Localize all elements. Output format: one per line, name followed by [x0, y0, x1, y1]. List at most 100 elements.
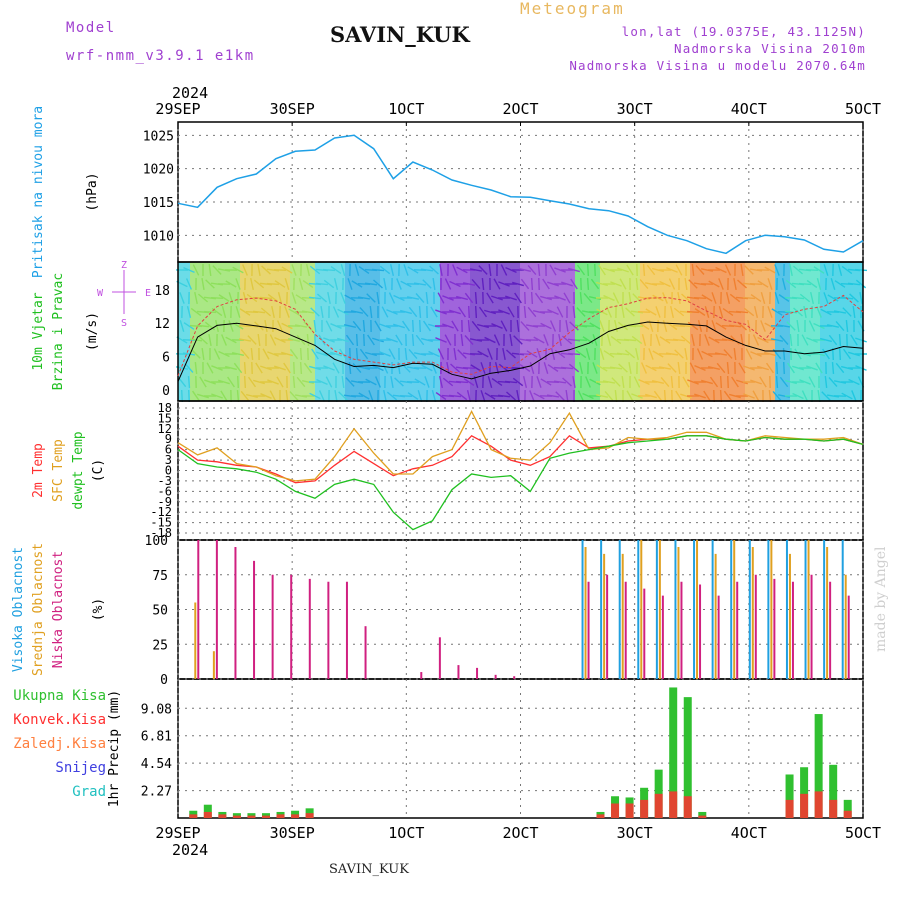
wind-barb — [332, 362, 340, 374]
wind-barb — [264, 319, 268, 333]
wind-barb — [765, 362, 775, 374]
wind-barb — [452, 264, 458, 276]
wind-barb — [781, 278, 787, 290]
wind-barb — [428, 323, 440, 329]
wind-barb — [803, 305, 807, 319]
cloud-unit: (%) — [91, 598, 106, 621]
y-tick-label: 6 — [165, 443, 172, 457]
axis-date-bottom: 29SEP — [155, 824, 200, 842]
wind-barb — [750, 379, 762, 385]
wind-barb — [753, 305, 759, 319]
wind-barb — [767, 306, 773, 318]
lonlat-label: lon,lat (19.0375E, 43.1125N) — [621, 24, 866, 39]
wind-barb — [481, 277, 485, 291]
temp-unit: (C) — [91, 459, 106, 482]
wind-barb — [665, 352, 679, 356]
wind-barb — [401, 320, 411, 332]
model-elevation-label: Nadmorska Visina u modelu 2070.64m — [569, 58, 866, 73]
wind-barb — [379, 323, 391, 329]
y-tick-label: 0 — [165, 464, 172, 478]
precip-conv-bar — [814, 791, 823, 818]
wind-barb — [723, 349, 733, 359]
wind-barb — [313, 319, 317, 333]
wind-barb — [806, 337, 818, 343]
wind-barb — [687, 321, 699, 331]
wind-barb — [757, 365, 769, 371]
wind-barb — [267, 293, 279, 303]
wind-barb — [484, 392, 496, 400]
wind-barb — [281, 266, 293, 274]
wind-barb — [562, 377, 572, 387]
wind-barb — [582, 392, 594, 400]
wind-barb — [502, 347, 506, 361]
wind-barb — [296, 376, 306, 388]
wind-barb — [466, 390, 472, 402]
wind-speed-line — [177, 321, 864, 382]
wind-barb — [228, 320, 234, 332]
wind-barb — [462, 352, 476, 356]
precip-conv-bar — [654, 793, 663, 818]
precip-conv-bar — [203, 811, 212, 818]
wind-barb — [785, 379, 797, 385]
wind-barb — [677, 291, 681, 305]
wind-barb — [477, 350, 489, 358]
wind-barb — [309, 265, 321, 275]
wind-barb — [438, 375, 444, 389]
wind-barb — [596, 364, 608, 372]
wind-barb — [652, 267, 664, 273]
y-tick-label: 3 — [165, 453, 172, 467]
precip-total-bar — [669, 687, 678, 818]
wind-barb — [749, 268, 763, 272]
wind-barb — [442, 377, 454, 387]
wind-barb — [404, 347, 408, 361]
wind-barb — [386, 337, 398, 343]
wind-barb — [225, 365, 237, 371]
wind-barb — [291, 264, 297, 276]
wind-barb — [621, 305, 625, 319]
wind-barb — [371, 268, 385, 272]
wind-barb — [250, 347, 254, 361]
wind-barb — [563, 292, 571, 304]
wind-barb — [400, 309, 412, 315]
wind-barbs — [175, 263, 868, 403]
wind-barb — [841, 265, 853, 275]
wind-barb — [680, 393, 692, 399]
axis-date-bottom: 4OCT — [731, 824, 767, 842]
wind-barb — [284, 278, 290, 290]
wind-barb — [534, 292, 544, 304]
wind-barb — [764, 351, 776, 357]
wind-barb — [260, 307, 272, 317]
wind-barb — [775, 361, 779, 375]
wind-barb — [799, 379, 811, 385]
wind-barb — [709, 376, 719, 388]
wind-barb — [855, 365, 867, 371]
wind-barb — [728, 324, 742, 328]
wind-barb — [368, 390, 374, 402]
wind-barb — [204, 321, 216, 331]
wind-barb — [581, 310, 595, 314]
wind-barb — [830, 278, 836, 290]
wind-barb — [243, 361, 247, 375]
wind-barb — [519, 363, 531, 373]
wind-barb — [269, 390, 277, 402]
wind-barb — [347, 278, 353, 290]
wind-barb — [660, 376, 670, 388]
wind-barb — [808, 320, 816, 332]
wind-barb — [658, 366, 672, 370]
wind-barb — [805, 268, 819, 272]
compass-label: E — [145, 288, 151, 299]
wind-barb — [828, 377, 838, 387]
wind-barb — [474, 305, 478, 319]
wind-barb — [330, 351, 342, 357]
wind-barb — [243, 375, 247, 389]
wind-barb — [375, 376, 381, 388]
wind-barb — [681, 293, 691, 303]
wind-barb — [180, 389, 184, 403]
wind-barb — [695, 265, 705, 275]
temp-sfc-label: SFC Temp — [51, 439, 66, 502]
wind-barb — [533, 392, 545, 400]
y-tick-label: 75 — [152, 569, 168, 584]
wind-barb — [435, 337, 447, 343]
temp-dew-label: dewpt Temp — [71, 431, 86, 509]
wind-barb — [533, 336, 545, 344]
